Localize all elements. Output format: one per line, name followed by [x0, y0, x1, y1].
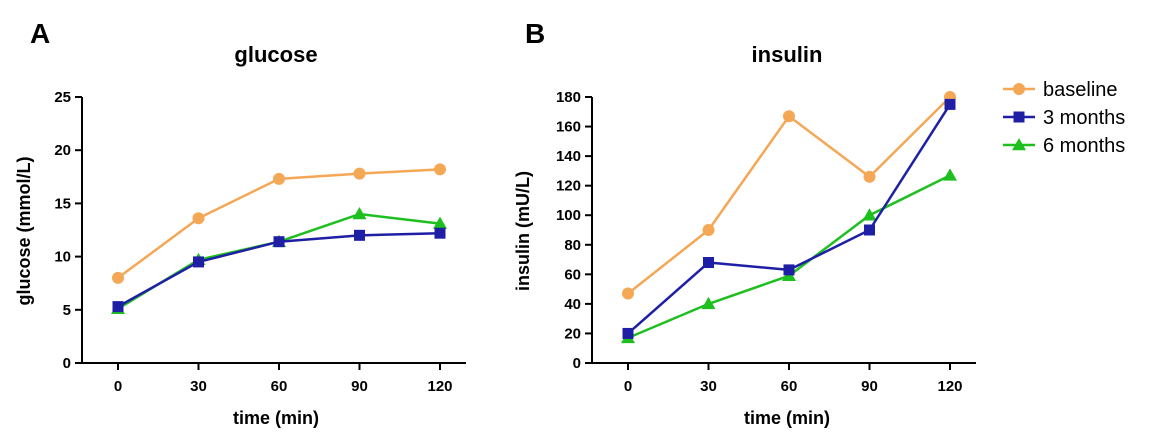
chart-a-point-baseline: [353, 167, 366, 180]
chart-a-series-line-6-months: [117, 212, 441, 310]
chart-a-point-baseline: [192, 212, 205, 225]
chart-a-point-3-months: [193, 256, 204, 268]
chart-a-xtick-label: 120: [427, 378, 452, 395]
chart-a-plot: 0 5 10 15 20 25 0 30 60 90 120: [54, 89, 466, 395]
chart-b-point-baseline: [702, 224, 715, 236]
chart-b-xtick-label: 90: [861, 378, 878, 395]
chart-a-point-6-months: [352, 207, 367, 220]
chart-b-series-line-3-months: [627, 103, 952, 335]
chart-a-ytick-label: 25: [54, 89, 71, 106]
legend: baseline 3 months 6 months: [1003, 79, 1125, 157]
chart-a-point-3-months: [112, 301, 124, 313]
chart-b-xlabel: time (min): [744, 408, 830, 428]
chart-a-xtick-label: 0: [114, 378, 122, 395]
chart-b-ytick-label: 20: [564, 325, 581, 342]
chart-b-title: insulin: [752, 42, 823, 67]
chart-b-ytick-label: 40: [564, 296, 581, 313]
chart-b-xtick-label: 60: [781, 378, 798, 395]
chart-b-plot: 0 20 40 60 80 100 120 140 160 180 0 30 60 90 120: [556, 89, 976, 395]
chart-b-xtick-label: 120: [937, 378, 962, 395]
chart-a-xtick-label: 90: [351, 378, 368, 395]
chart-b-series-line-baseline: [627, 96, 951, 295]
chart-a-ytick-label: 15: [54, 195, 71, 212]
chart-b-point-3-months: [783, 264, 795, 276]
chart-a-point-baseline: [434, 163, 446, 176]
legend-marker-6-months: [1012, 138, 1026, 151]
chart-b-point-3-months: [703, 257, 714, 269]
chart-b-point-baseline: [863, 170, 876, 183]
chart-a-ytick-label: 0: [63, 355, 71, 372]
chart-a-xtick-label: 30: [190, 378, 207, 395]
chart-a-point-baseline: [112, 271, 124, 284]
legend-label-3-months: 3 months: [1043, 107, 1125, 129]
chart-b-point-3-months: [864, 224, 875, 236]
chart-b-xtick-label: 30: [700, 378, 717, 395]
chart-a-xtick-label: 60: [271, 378, 288, 395]
chart-b-point-baseline: [783, 110, 795, 123]
legend-marker-baseline: [1013, 83, 1025, 95]
chart-a-point-3-months: [354, 229, 365, 241]
chart-a-point-3-months: [273, 236, 285, 248]
chart-b-ytick-label: 100: [556, 207, 581, 224]
chart-a-ytick-label: 20: [54, 142, 71, 159]
chart-b-ytick-label: 180: [556, 89, 581, 106]
chart-b-ytick-label: 160: [556, 119, 581, 136]
chart-b-point-6-months: [943, 168, 957, 181]
chart-a-xlabel: time (min): [233, 408, 319, 428]
chart-a-series-line-baseline: [117, 168, 441, 279]
chart-b-ytick-label: 0: [573, 355, 581, 372]
panel-letter-a: A: [30, 18, 50, 49]
chart-a-title: glucose: [234, 42, 317, 67]
panel-letter-b: B: [525, 18, 545, 49]
legend-marker-3-months: [1013, 111, 1025, 123]
chart-b-xtick-label: 0: [624, 378, 632, 395]
chart-a-ytick-label: 5: [63, 302, 71, 319]
chart-b-ylabel: insulin (mU/L): [513, 171, 533, 291]
chart-b-point-6-months: [862, 208, 877, 221]
chart-b-point-3-months: [622, 327, 634, 339]
chart-b-point-baseline: [622, 287, 634, 300]
legend-label-6-months: 6 months: [1043, 135, 1125, 157]
chart-b-point-6-months: [701, 296, 716, 310]
chart-a-point-6-months: [433, 216, 447, 229]
chart-b-point-3-months: [944, 98, 956, 110]
legend-label-baseline: baseline: [1043, 79, 1118, 101]
chart-b-ytick-label: 140: [556, 148, 581, 165]
chart-a-point-baseline: [273, 172, 285, 185]
chart-a-point-3-months: [434, 227, 446, 239]
chart-b-ytick-label: 60: [564, 266, 581, 283]
chart-b-ytick-label: 80: [564, 237, 581, 254]
chart-a-ylabel: glucose (mmol/L): [14, 156, 34, 305]
chart-a-ytick-label: 10: [54, 249, 71, 266]
chart-b-ytick-label: 120: [556, 178, 581, 195]
